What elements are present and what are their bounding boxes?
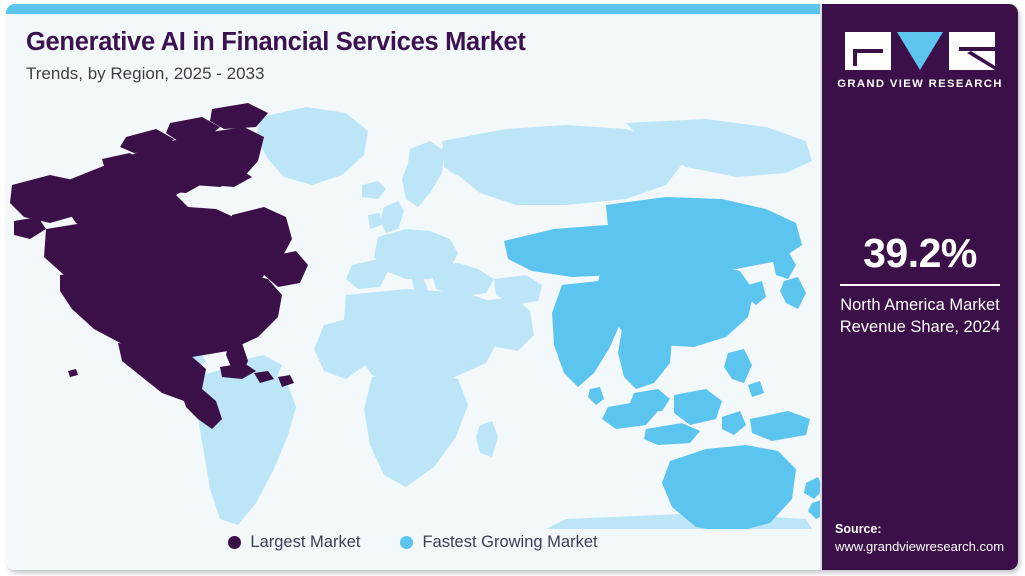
- legend-item-fastest-growing-market: Fastest Growing Market: [400, 533, 598, 552]
- info-panel: GRAND VIEW RESEARCH 39.2% North America …: [820, 4, 1018, 570]
- map-region-other: [182, 107, 812, 529]
- brand-logo: GRAND VIEW RESEARCH: [822, 32, 1018, 90]
- stat-divider: [840, 284, 1000, 287]
- source-title: Source:: [835, 522, 882, 536]
- source-block: Source: www.grandviewresearch.com: [835, 522, 1004, 554]
- stat-value: 39.2%: [863, 230, 977, 276]
- world-map-svg: [6, 89, 820, 529]
- letter-g-block-icon: [845, 32, 891, 70]
- stat-label-line2: Revenue Share, 2024: [839, 318, 1001, 337]
- legend-item-largest-market: Largest Market: [228, 533, 360, 552]
- heading-block: Generative AI in Financial Services Mark…: [26, 28, 526, 84]
- circle-marker-icon: [228, 536, 242, 549]
- stat-block: 39.2% North America Market Revenue Share…: [822, 230, 1018, 339]
- top-accent-bar: [6, 4, 820, 14]
- map-region: Generative AI in Financial Services Mark…: [6, 14, 820, 570]
- legend-label: Largest Market: [250, 533, 361, 551]
- page-subtitle: Trends, by Region, 2025 - 2033: [26, 64, 265, 83]
- infographic-card: Generative AI in Financial Services Mark…: [6, 4, 1018, 570]
- source-url[interactable]: www.grandviewresearch.com: [835, 539, 1005, 554]
- letter-r-block-icon: [949, 32, 995, 70]
- circle-marker-icon: [400, 536, 414, 549]
- map-region-asia-pacific: [504, 197, 820, 529]
- page-title: Generative AI in Financial Services Mark…: [26, 28, 526, 56]
- map-region-north-america: [10, 103, 308, 429]
- logo-wordmark: GRAND VIEW RESEARCH: [837, 78, 1003, 90]
- world-map: [6, 89, 820, 529]
- stat-label-line1: North America Market: [840, 296, 1000, 315]
- legend-label: Fastest Growing Market: [422, 533, 598, 551]
- blue-triangle-v-icon: [897, 32, 943, 70]
- legend: Largest Market Fastest Growing Market: [6, 533, 820, 552]
- logo-marks: [845, 32, 995, 70]
